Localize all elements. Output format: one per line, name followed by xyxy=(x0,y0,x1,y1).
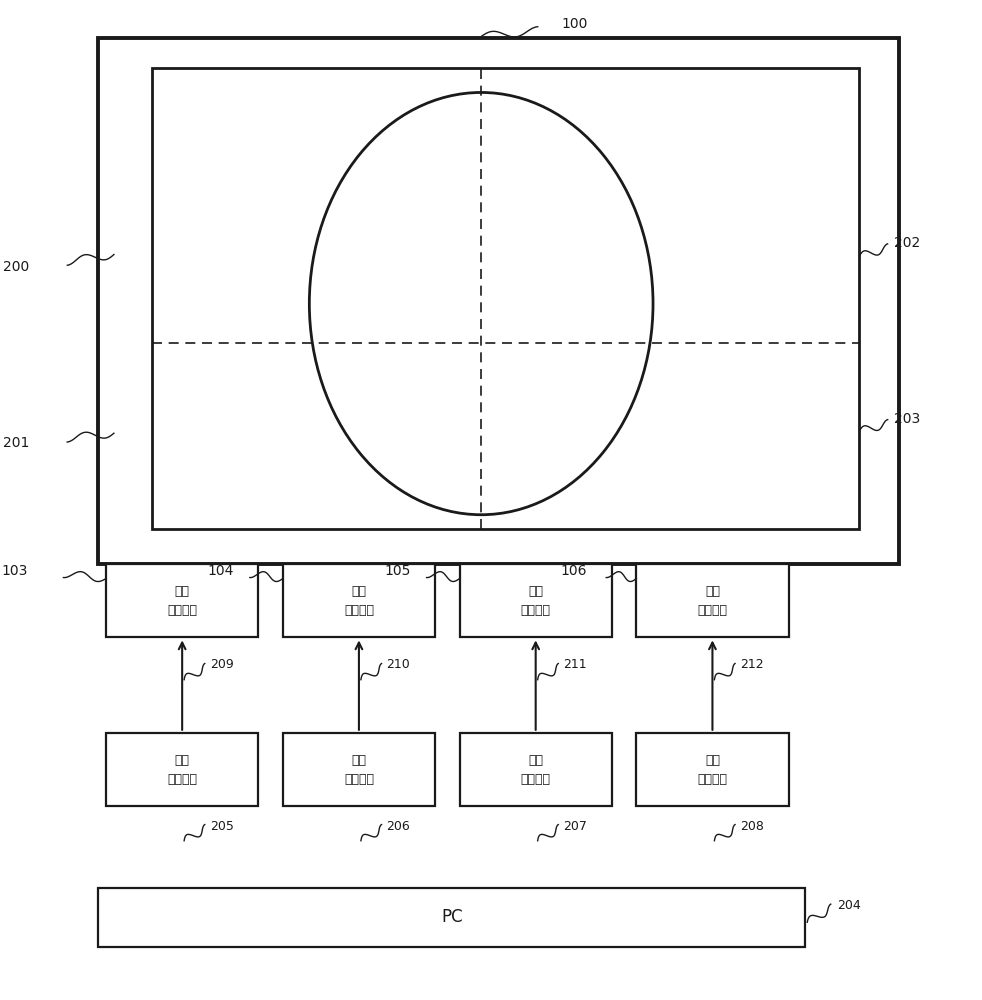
Bar xyxy=(152,68,859,529)
Text: 207: 207 xyxy=(564,820,587,833)
Bar xyxy=(98,888,805,947)
Text: 图像
发送单元: 图像 发送单元 xyxy=(167,754,197,786)
Text: 209: 209 xyxy=(209,658,234,671)
Text: 104: 104 xyxy=(207,564,234,578)
Text: 206: 206 xyxy=(387,820,410,833)
Text: 204: 204 xyxy=(837,899,860,912)
Text: 201: 201 xyxy=(3,436,29,450)
Bar xyxy=(106,564,258,637)
Bar xyxy=(460,564,612,637)
Text: 图像
发送单元: 图像 发送单元 xyxy=(344,754,374,786)
Text: 106: 106 xyxy=(561,564,587,578)
Bar xyxy=(98,38,899,564)
Text: 103: 103 xyxy=(1,564,27,578)
Text: PC: PC xyxy=(441,908,463,926)
Text: 图像
接收单元: 图像 接收单元 xyxy=(344,585,374,617)
Text: 图像
发送单元: 图像 发送单元 xyxy=(520,754,551,786)
Bar xyxy=(636,564,789,637)
Text: 图像
接收单元: 图像 接收单元 xyxy=(697,585,728,617)
Bar xyxy=(106,733,258,806)
Text: 图像
发送单元: 图像 发送单元 xyxy=(697,754,728,786)
Text: 100: 100 xyxy=(562,17,588,31)
Bar xyxy=(283,733,435,806)
Text: 202: 202 xyxy=(894,236,920,250)
Text: 图像
接收单元: 图像 接收单元 xyxy=(167,585,197,617)
Text: 208: 208 xyxy=(740,820,764,833)
Text: 200: 200 xyxy=(3,260,29,274)
Text: 203: 203 xyxy=(894,412,920,426)
Text: 205: 205 xyxy=(209,820,234,833)
Text: 212: 212 xyxy=(740,658,764,671)
Text: 图像
接收单元: 图像 接收单元 xyxy=(520,585,551,617)
Bar xyxy=(636,733,789,806)
Text: 105: 105 xyxy=(384,564,410,578)
Text: 210: 210 xyxy=(387,658,410,671)
Bar xyxy=(460,733,612,806)
Bar xyxy=(283,564,435,637)
Text: 211: 211 xyxy=(564,658,587,671)
